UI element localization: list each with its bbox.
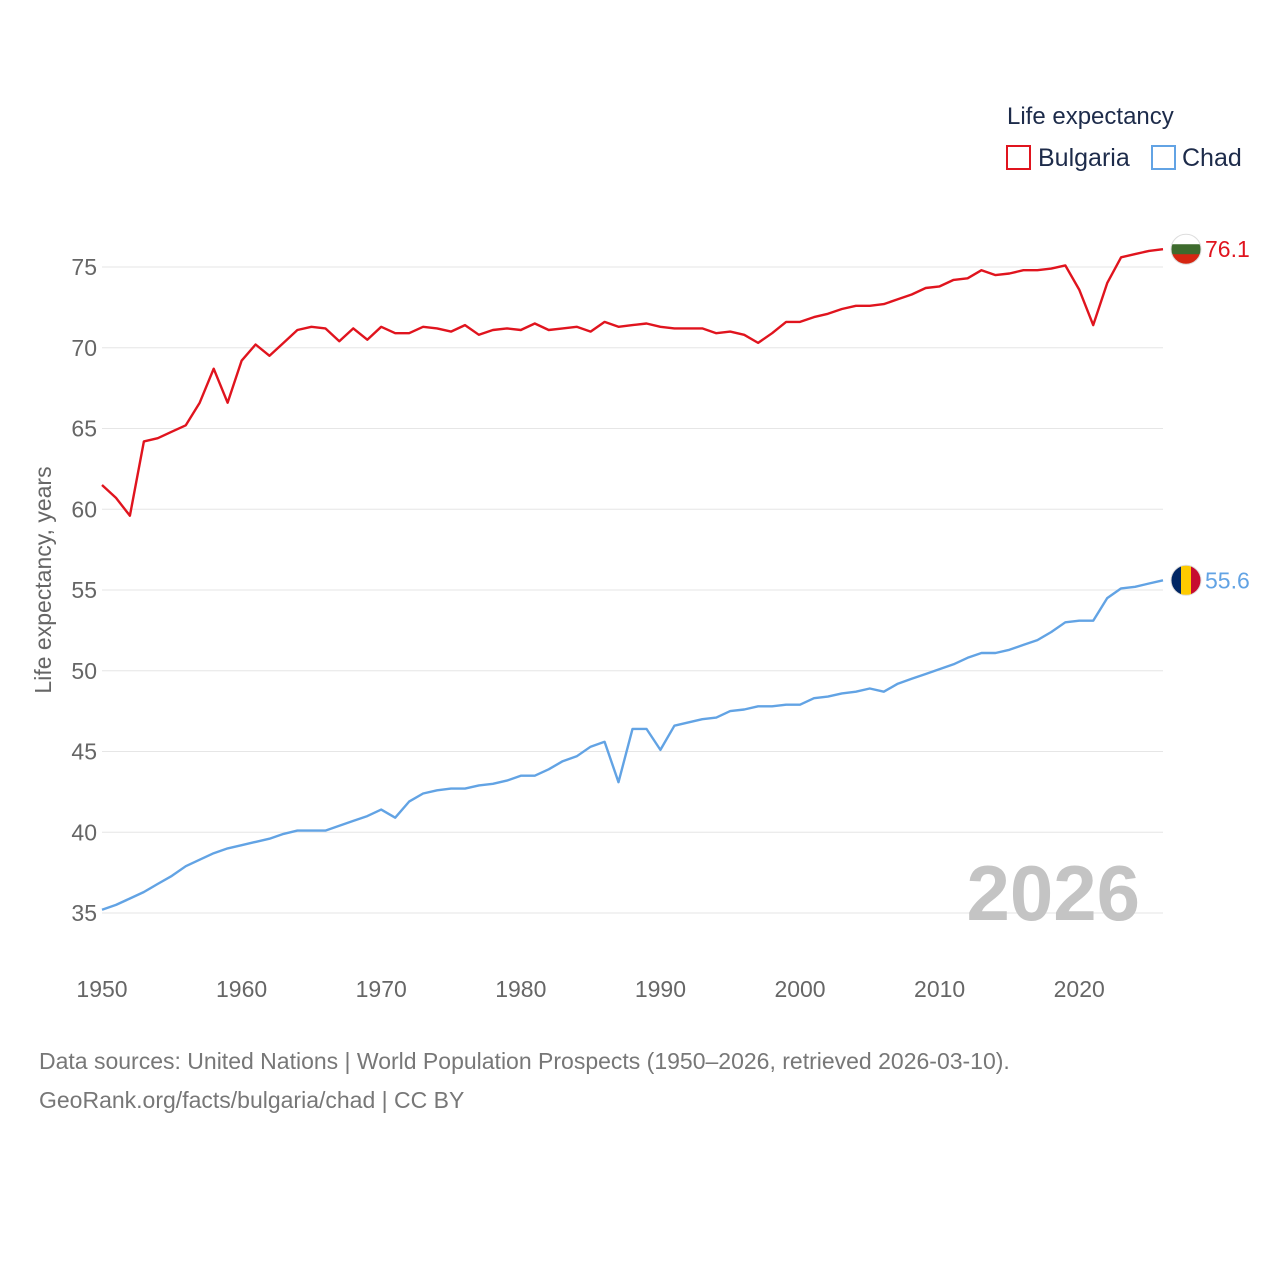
legend-label-bulgaria[interactable]: Bulgaria [1038, 144, 1130, 172]
source-note: Data sources: United Nations | World Pop… [39, 1042, 1239, 1120]
y-tick-label-40: 40 [71, 819, 97, 845]
y-tick-label-35: 35 [71, 900, 97, 926]
x-tick-label-1980: 1980 [495, 976, 546, 1002]
x-axis-ticks: 1950 1960 1970 1980 1990 2000 2010 2020 [76, 976, 1104, 1002]
y-axis-title: Life expectancy, years [30, 466, 56, 693]
series-line-bulgaria[interactable] [101, 248, 1164, 517]
x-tick-label-1950: 1950 [76, 976, 127, 1002]
end-value-label-bulgaria: 76.1 [1205, 236, 1250, 262]
x-tick-label-2000: 2000 [774, 976, 825, 1002]
legend-swatch-bulgaria[interactable] [1006, 145, 1031, 170]
legend-swatch-chad[interactable] [1151, 145, 1176, 170]
series-end-markers: 76.1 55.6 [1170, 233, 1250, 596]
flag-chad-icon [1170, 564, 1202, 596]
y-tick-label-45: 45 [71, 739, 97, 765]
x-tick-label-2010: 2010 [914, 976, 965, 1002]
y-axis-ticks: 35 40 45 50 55 60 65 70 75 [71, 254, 97, 926]
y-tick-label-70: 70 [71, 335, 97, 361]
grid [102, 266, 1163, 914]
credit-line: GeoRank.org/facts/bulgaria/chad | CC BY [39, 1087, 465, 1113]
y-tick-label-60: 60 [71, 496, 97, 522]
series-lines [101, 248, 1164, 911]
y-tick-label-50: 50 [71, 658, 97, 684]
legend-title: Life expectancy [1007, 103, 1174, 130]
x-tick-label-1970: 1970 [356, 976, 407, 1002]
life-expectancy-chart: 35 40 45 50 55 60 65 70 75 1950 1960 1970 1980 1990 2… [30, 103, 1250, 1002]
series-line-chad[interactable] [101, 579, 1164, 911]
flag-bulgaria-icon [1170, 233, 1202, 265]
legend-label-chad[interactable]: Chad [1182, 144, 1242, 172]
y-tick-label-55: 55 [71, 577, 97, 603]
end-value-label-chad: 55.6 [1205, 567, 1250, 593]
source-line: Data sources: United Nations | World Pop… [39, 1048, 1010, 1074]
y-tick-label-65: 65 [71, 416, 97, 442]
x-tick-label-2020: 2020 [1054, 976, 1105, 1002]
y-tick-label-75: 75 [71, 254, 97, 280]
year-watermark: 2026 [966, 849, 1140, 937]
legend: Life expectancy Bulgaria Chad [1006, 103, 1242, 172]
x-tick-label-1960: 1960 [216, 976, 267, 1002]
x-tick-label-1990: 1990 [635, 976, 686, 1002]
